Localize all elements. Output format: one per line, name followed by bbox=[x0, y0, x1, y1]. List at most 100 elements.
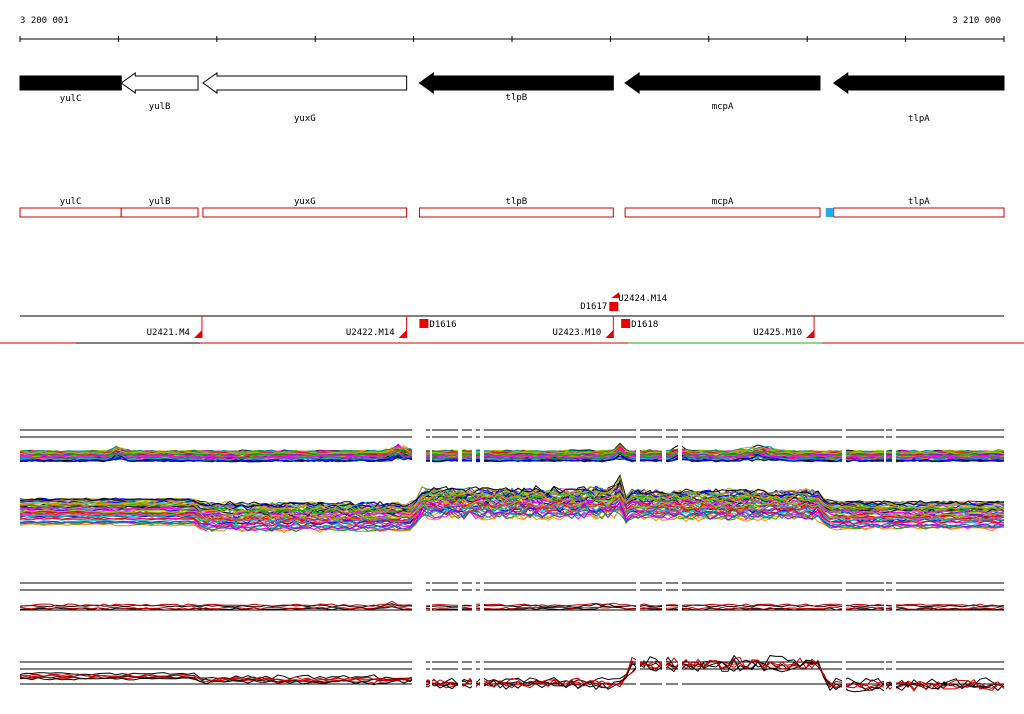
expression-trace bbox=[19, 600, 1005, 607]
gene-label-tlpA: tlpA bbox=[908, 114, 930, 124]
coverage-gap bbox=[412, 424, 426, 464]
gene-box-label-tlpB: tlpB bbox=[506, 197, 528, 207]
coverage-gap bbox=[430, 424, 432, 464]
gene-box-tlpA[interactable] bbox=[833, 207, 1005, 218]
coverage-gap bbox=[636, 424, 640, 464]
expression-trace bbox=[19, 447, 1005, 459]
coverage-gap bbox=[892, 656, 896, 696]
coverage-gap bbox=[458, 424, 462, 464]
coverage-gap bbox=[892, 577, 896, 622]
gene-arrow-yulB[interactable] bbox=[120, 72, 199, 94]
feature-marker[interactable] bbox=[621, 319, 631, 328]
feature-label: D1616 bbox=[429, 320, 456, 330]
gene-arrow-track: yulC yulB yuxG tlpB mcpA tlpA bbox=[19, 72, 1005, 124]
gene-box-yuxG[interactable] bbox=[202, 207, 408, 218]
gene-box-mcpA[interactable] bbox=[624, 207, 821, 218]
expression-panel-3 bbox=[19, 577, 1005, 622]
expression-trace bbox=[19, 476, 1004, 513]
expression-trace bbox=[19, 506, 1005, 534]
coverage-gap bbox=[458, 656, 462, 696]
gene-box-yulB[interactable] bbox=[120, 207, 199, 218]
coverage-gap bbox=[480, 424, 484, 464]
gene-box-label-tlpA: tlpA bbox=[908, 197, 930, 207]
coordinate-ruler: 3 200 001 3 210 000 bbox=[19, 16, 1005, 42]
feature-marker[interactable] bbox=[193, 330, 202, 338]
expression-trace bbox=[19, 603, 1005, 608]
coverage-gap bbox=[662, 424, 666, 464]
feature-marker[interactable] bbox=[611, 292, 620, 298]
feature-label: U2424.M14 bbox=[618, 294, 667, 304]
expression-trace bbox=[19, 604, 1005, 610]
feature-marker[interactable] bbox=[806, 330, 815, 338]
coverage-gap bbox=[430, 656, 432, 696]
expression-trace bbox=[19, 498, 1005, 524]
coverage-gap bbox=[480, 577, 484, 622]
gene-box-tlpB[interactable] bbox=[418, 207, 614, 218]
expression-trace bbox=[19, 450, 1005, 460]
gene-label-yuxG: yuxG bbox=[294, 114, 316, 124]
gene-box-yulC[interactable] bbox=[19, 207, 122, 218]
expression-trace bbox=[19, 493, 1005, 520]
gene-label-yulC: yulC bbox=[60, 94, 82, 104]
feature-label: U2425.M10 bbox=[753, 328, 802, 338]
gene-arrow-mcpA[interactable] bbox=[624, 72, 821, 94]
coverage-gap bbox=[842, 577, 846, 622]
expression-trace bbox=[19, 447, 1005, 455]
expression-trace bbox=[19, 660, 1005, 693]
gene-label-tlpB: tlpB bbox=[506, 93, 528, 103]
coverage-gap bbox=[636, 656, 640, 696]
gene-box-track: yulC yulB yuxG tlpB mcpA tlpA bbox=[19, 197, 1005, 218]
expression-panel-4 bbox=[19, 654, 1005, 696]
coverage-gap bbox=[678, 424, 682, 464]
expression-trace bbox=[19, 656, 1005, 690]
expression-trace bbox=[19, 454, 1004, 463]
coverage-gap bbox=[472, 656, 476, 696]
ruler-ticks bbox=[19, 36, 1005, 42]
gene-label-mcpA: mcpA bbox=[712, 102, 734, 112]
expression-trace bbox=[19, 507, 1005, 532]
expression-trace bbox=[19, 481, 1005, 509]
coverage-gap bbox=[472, 577, 476, 622]
coverage-gap bbox=[884, 577, 886, 622]
coverage-gap bbox=[430, 577, 432, 622]
gene-arrow-yulC[interactable] bbox=[19, 75, 122, 91]
feature-label: U2422.M14 bbox=[346, 328, 395, 338]
feature-marker[interactable] bbox=[419, 319, 429, 328]
coverage-gap bbox=[480, 656, 484, 696]
ruler-start-label: 3 200 001 bbox=[20, 16, 69, 26]
expression-panel-1 bbox=[19, 424, 1005, 464]
feature-marker[interactable] bbox=[398, 330, 407, 338]
coverage-gap bbox=[458, 577, 462, 622]
feature-label: U2423.M10 bbox=[553, 328, 602, 338]
feature-label: D1617 bbox=[580, 302, 607, 312]
feature-label: U2421.M4 bbox=[147, 328, 190, 338]
gene-box-marker bbox=[825, 208, 834, 217]
gene-box-label-yulC: yulC bbox=[60, 197, 82, 207]
coverage-gap bbox=[412, 577, 426, 622]
coverage-gap bbox=[662, 577, 666, 622]
gene-arrow-tlpB[interactable] bbox=[418, 72, 614, 94]
gene-box-label-yulB: yulB bbox=[149, 197, 171, 207]
expression-trace bbox=[19, 490, 1005, 514]
coverage-gap bbox=[472, 424, 476, 464]
coverage-gap bbox=[662, 656, 666, 696]
coverage-gap bbox=[678, 577, 682, 622]
expression-trace bbox=[20, 449, 1005, 457]
feature-label: D1618 bbox=[631, 320, 658, 330]
coverage-gap bbox=[636, 577, 640, 622]
feature-marker[interactable] bbox=[609, 302, 619, 311]
coverage-gap bbox=[678, 656, 682, 696]
expression-trace bbox=[19, 497, 1005, 525]
expression-trace bbox=[19, 654, 1005, 689]
feature-track: U2421.M4 U2422.M14 D1616 U2423.M10 D1617 U242… bbox=[0, 292, 1024, 344]
expression-trace bbox=[19, 656, 1005, 691]
gene-label-yulB: yulB bbox=[149, 102, 171, 112]
coverage-gap bbox=[884, 656, 886, 696]
gene-arrow-yuxG[interactable] bbox=[202, 72, 408, 94]
coverage-gap bbox=[842, 656, 846, 696]
coverage-gap bbox=[412, 656, 426, 696]
gene-arrow-tlpA[interactable] bbox=[832, 72, 1005, 94]
gene-box-label-yuxG: yuxG bbox=[294, 197, 316, 207]
coverage-gap bbox=[842, 424, 846, 464]
feature-marker[interactable] bbox=[605, 330, 614, 338]
